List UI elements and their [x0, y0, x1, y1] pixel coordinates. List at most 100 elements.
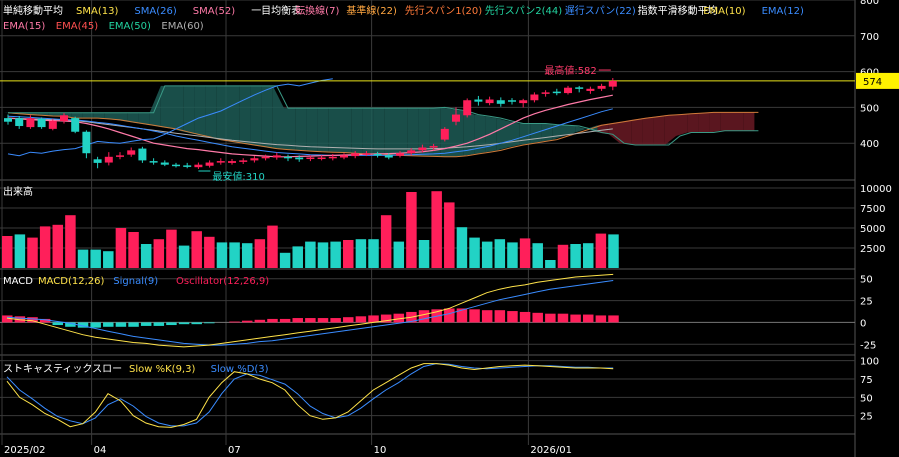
slow-d-line	[6, 363, 614, 427]
ichimoku-cloud	[698, 112, 710, 133]
candle-body	[71, 118, 80, 132]
ichimoku-cloud	[272, 85, 284, 150]
macd-oscillator-bar	[2, 315, 13, 323]
ichimoku-cloud	[642, 116, 654, 145]
volume-bar	[267, 225, 278, 268]
ichimoku-cloud	[340, 108, 352, 154]
ichimoku-cloud	[396, 108, 408, 156]
macd-oscillator-bar	[494, 310, 506, 323]
candle-body	[15, 118, 24, 127]
macd-oscillator-bar	[343, 317, 354, 323]
volume-bar	[494, 239, 506, 268]
macd-oscillator-bar	[380, 314, 392, 323]
candle-body	[149, 161, 158, 163]
macd-line	[6, 273, 614, 348]
ichimoku-cloud	[709, 112, 721, 133]
ichimoku-cloud	[732, 112, 744, 131]
candle-body	[496, 100, 505, 104]
y-tick-label: 5000	[860, 224, 885, 235]
ichimoku-cloud	[631, 118, 643, 145]
macd-panel-title: MACD	[3, 276, 33, 287]
legend-item: SMA(26)	[134, 6, 176, 17]
volume-bar	[128, 232, 139, 268]
legend-sma-group: 単純移動平均	[3, 4, 63, 17]
volume-bar	[204, 236, 215, 268]
volume-bar	[140, 244, 152, 268]
macd-oscillator-bar	[317, 318, 329, 323]
macd-oscillator-bar	[229, 321, 240, 323]
volume-bar	[166, 229, 177, 268]
ichimoku-cloud	[564, 125, 576, 137]
macd-oscillator-bar	[532, 312, 543, 323]
volume-bar	[254, 239, 266, 268]
macd-oscillator-bar	[52, 322, 64, 326]
candle-body	[272, 155, 281, 158]
candle-body	[586, 88, 595, 91]
ichimoku-cloud	[239, 85, 251, 145]
ichimoku-cloud	[362, 108, 374, 154]
ichimoku-cloud	[743, 112, 755, 131]
ichimoku-cloud	[216, 85, 228, 142]
macd-oscillator-bar	[507, 311, 518, 323]
volume-bar	[65, 215, 76, 268]
ichimoku-cloud	[194, 85, 206, 137]
ichimoku-cloud	[519, 123, 531, 145]
ichimoku-cloud	[541, 123, 553, 142]
candle-body	[474, 99, 483, 102]
ichimoku-cloud	[485, 116, 497, 153]
candle-body	[418, 147, 427, 151]
volume-bar	[595, 233, 607, 268]
ema60-line	[7, 117, 613, 150]
y-tick-label: 50	[860, 393, 873, 404]
candle-body	[541, 92, 550, 94]
legend-item: EMA(12)	[762, 6, 804, 17]
x-tick-label: 07	[228, 445, 241, 456]
macd-oscillator-bar	[204, 322, 215, 324]
macd-oscillator-bar	[39, 318, 51, 323]
volume-bar	[532, 243, 543, 268]
volume-bar	[77, 249, 89, 268]
macd-oscillator-bar	[90, 322, 101, 328]
legend-item: EMA(50)	[109, 21, 151, 32]
ichimoku-cloud	[429, 107, 441, 157]
macd-oscillator-bar	[444, 308, 455, 323]
candle-body	[194, 164, 203, 168]
candle-body	[116, 155, 124, 157]
macd-oscillator-bar	[469, 309, 480, 323]
legend-item: SMA(52)	[193, 6, 235, 17]
ichimoku-cloud	[687, 113, 699, 133]
ichimoku-cloud	[351, 108, 363, 154]
ichimoku-cloud	[373, 108, 385, 155]
y-tick-label: 700	[860, 32, 879, 43]
macd-legend-item: MACD(12,26)	[38, 276, 105, 287]
volume-bar	[115, 228, 127, 268]
candle-body	[138, 148, 147, 161]
candle-body	[183, 165, 192, 167]
volume-bar	[241, 243, 253, 268]
candle-body	[575, 87, 584, 89]
y-tick-label: 10000	[860, 184, 892, 195]
volume-bar	[27, 237, 38, 268]
ichimoku-cloud	[317, 108, 329, 153]
y-tick-label: 50	[860, 275, 873, 286]
candle-body	[564, 87, 572, 94]
volume-bar	[178, 245, 190, 268]
ichimoku-cloud	[653, 115, 665, 145]
macd-oscillator-bar	[292, 318, 303, 323]
legend-item: 一目均衡表	[251, 4, 301, 17]
legend-item: 遅行スパン(22)	[565, 4, 636, 17]
macd-oscillator-bar	[254, 319, 266, 323]
volume-bar	[368, 239, 379, 268]
macd-oscillator-bar	[241, 320, 253, 323]
volume-bar	[456, 227, 468, 268]
volume-bar	[90, 249, 101, 268]
ichimoku-cloud	[82, 112, 94, 119]
y-tick-label: -25	[860, 340, 876, 351]
ichimoku-cloud	[160, 85, 172, 129]
macd-oscillator-bar	[557, 313, 569, 323]
x-tick-label: 10	[374, 445, 387, 456]
y-tick-label: 500	[860, 103, 879, 114]
volume-bar	[444, 202, 455, 268]
macd-oscillator-bar	[393, 313, 405, 323]
